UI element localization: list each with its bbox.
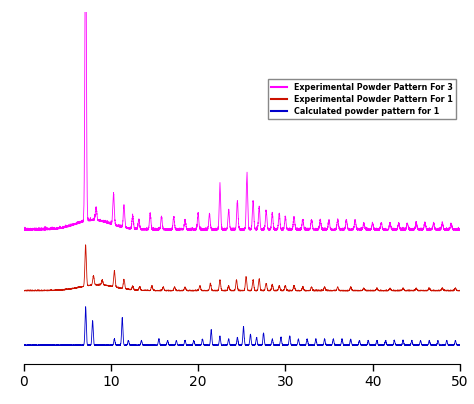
Legend: Experimental Powder Pattern For 3, Experimental Powder Pattern For 1, Calculated: Experimental Powder Pattern For 3, Exper… <box>268 80 456 119</box>
